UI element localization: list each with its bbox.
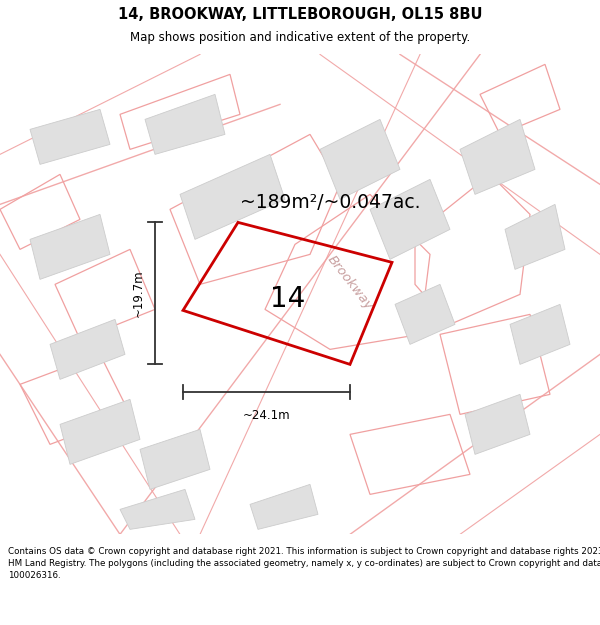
Text: 14: 14	[271, 286, 305, 313]
Polygon shape	[50, 319, 125, 379]
Text: Map shows position and indicative extent of the property.: Map shows position and indicative extent…	[130, 31, 470, 44]
Text: ~24.1m: ~24.1m	[242, 409, 290, 422]
Polygon shape	[250, 484, 318, 529]
Polygon shape	[460, 119, 535, 194]
Polygon shape	[30, 214, 110, 279]
Text: ~189m²/~0.047ac.: ~189m²/~0.047ac.	[240, 193, 421, 212]
Polygon shape	[180, 154, 285, 239]
Polygon shape	[465, 394, 530, 454]
Polygon shape	[395, 284, 455, 344]
Polygon shape	[60, 399, 140, 464]
Polygon shape	[145, 94, 225, 154]
Polygon shape	[320, 119, 400, 199]
Polygon shape	[510, 304, 570, 364]
Text: Contains OS data © Crown copyright and database right 2021. This information is : Contains OS data © Crown copyright and d…	[8, 546, 600, 580]
Text: 14, BROOKWAY, LITTLEBOROUGH, OL15 8BU: 14, BROOKWAY, LITTLEBOROUGH, OL15 8BU	[118, 7, 482, 22]
Polygon shape	[30, 109, 110, 164]
Polygon shape	[140, 429, 210, 489]
Text: Brookway: Brookway	[325, 253, 375, 312]
Polygon shape	[120, 489, 195, 529]
Polygon shape	[505, 204, 565, 269]
Text: ~19.7m: ~19.7m	[131, 269, 145, 317]
Polygon shape	[370, 179, 450, 259]
